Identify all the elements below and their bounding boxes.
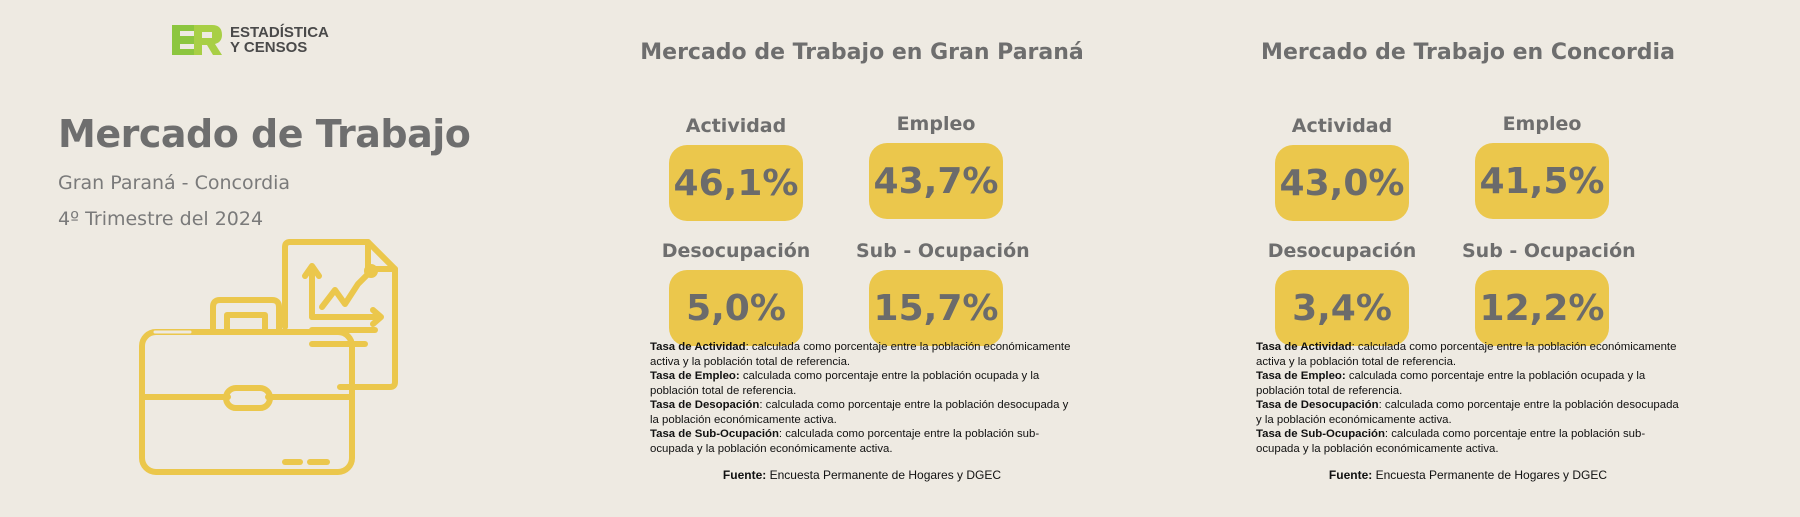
panel-title: Mercado de Trabajo en Gran Paraná xyxy=(640,40,1084,65)
metric-value: 12,2% xyxy=(1475,270,1609,346)
note-empleo: Tasa de Empleo: calculada como porcentaj… xyxy=(1256,370,1646,397)
definitions-notes: Tasa de Actividad: calculada como porcen… xyxy=(650,340,1080,456)
metric-sub-ocupacion: Sub - Ocupación 12,2% xyxy=(1462,240,1636,346)
panel-concordia: Mercado de Trabajo en Concordia Activida… xyxy=(1228,40,1708,482)
metric-label: Sub - Ocupación xyxy=(856,240,1030,262)
metric-value: 43,7% xyxy=(869,143,1003,219)
metric-value: 43,0% xyxy=(1275,145,1409,221)
metric-value: 3,4% xyxy=(1275,270,1409,346)
metric-actividad: Actividad 46,1% xyxy=(656,115,816,221)
metric-desocupacion: Desocupación 3,4% xyxy=(1262,240,1422,346)
metric-sub-ocupacion: Sub - Ocupación 15,7% xyxy=(856,240,1030,346)
definitions-notes: Tasa de Actividad: calculada como porcen… xyxy=(1256,340,1686,456)
metric-label: Actividad xyxy=(1291,115,1393,137)
note-sub-ocupacion: Tasa de Sub-Ocupación: calculada como po… xyxy=(650,428,1040,455)
metric-value: 46,1% xyxy=(669,145,803,221)
metric-value: 41,5% xyxy=(1475,143,1609,219)
metric-value: 5,0% xyxy=(669,270,803,346)
note-empleo: Tasa de Empleo: calculada como porcentaj… xyxy=(650,370,1040,397)
source-note: Fuente: Encuesta Permanente de Hogares y… xyxy=(722,468,1002,482)
note-desocupacion: Tasa de Desocupación: calculada como por… xyxy=(1256,399,1679,426)
briefcase-chart-icon xyxy=(139,239,398,475)
panel-gran-parana: Mercado de Trabajo en Gran Paraná Activi… xyxy=(622,40,1102,482)
metric-label: Desocupación xyxy=(1267,240,1417,262)
metric-value: 15,7% xyxy=(869,270,1003,346)
metric-label: Desocupación xyxy=(661,240,811,262)
logo-text: ESTADÍSTICA Y CENSOS xyxy=(230,25,329,55)
note-desocupacion: Tasa de Desopación: calculada como porce… xyxy=(650,399,1069,426)
metric-label: Actividad xyxy=(685,115,787,137)
note-actividad: Tasa de Actividad: calculada como porcen… xyxy=(650,341,1071,368)
metric-empleo: Empleo 41,5% xyxy=(1462,113,1622,219)
source-note: Fuente: Encuesta Permanente de Hogares y… xyxy=(1328,468,1608,482)
page-title: Mercado de Trabajo xyxy=(58,112,471,156)
logo: ER ESTADÍSTICA Y CENSOS xyxy=(172,25,329,55)
panel-title: Mercado de Trabajo en Concordia xyxy=(1261,40,1675,65)
metrics-grid: Actividad 46,1% Empleo 43,7% Desocupació… xyxy=(622,65,1102,350)
metric-desocupacion: Desocupación 5,0% xyxy=(656,240,816,346)
logo-line2: Y CENSOS xyxy=(230,39,308,56)
metric-label: Sub - Ocupación xyxy=(1462,240,1636,262)
note-actividad: Tasa de Actividad: calculada como porcen… xyxy=(1256,341,1677,368)
metric-label: Empleo xyxy=(896,113,976,135)
metric-empleo: Empleo 43,7% xyxy=(856,113,1016,219)
er-logo-icon: ER xyxy=(172,25,222,55)
metric-actividad: Actividad 43,0% xyxy=(1262,115,1422,221)
note-sub-ocupacion: Tasa de Sub-Ocupación: calculada como po… xyxy=(1256,428,1646,455)
logo-line1: ESTADÍSTICA xyxy=(230,24,329,41)
page-period: 4º Trimestre del 2024 xyxy=(58,208,264,230)
metric-label: Empleo xyxy=(1502,113,1582,135)
metrics-grid: Actividad 43,0% Empleo 41,5% Desocupació… xyxy=(1228,65,1708,350)
page-subtitle: Gran Paraná - Concordia xyxy=(58,172,291,194)
